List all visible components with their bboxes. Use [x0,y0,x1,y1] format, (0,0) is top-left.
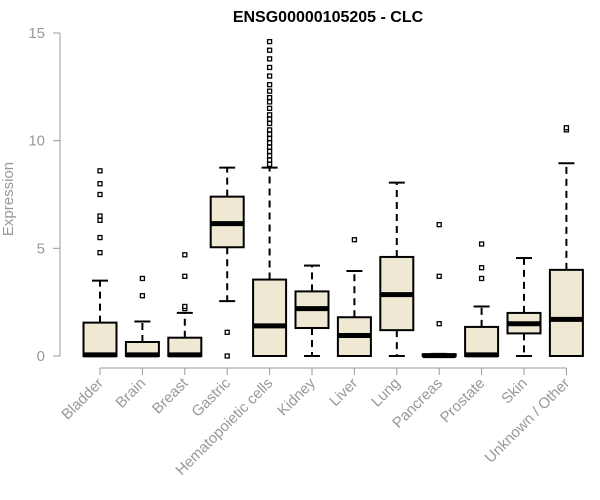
outlier-point [97,249,103,256]
outlier-point [478,275,485,282]
outlier-point [266,131,273,137]
outlier-point [266,144,273,150]
x-tick-label: Brain [112,375,149,412]
outlier-point [139,275,146,282]
outlier-point [266,161,273,168]
outlier-point [266,116,273,122]
outlier-point [351,237,358,243]
box-iqr [252,278,288,358]
x-tick-label: Breast [149,374,192,417]
outlier-point [266,127,273,133]
x-tick-label: Liver [326,375,361,410]
outlier-point [266,56,273,62]
x-tick-label: Skin [498,375,531,408]
box-group [167,252,203,358]
outlier-point [97,191,103,198]
boxes-layer [82,38,584,359]
y-axis-label: Expression [0,162,17,236]
box-group [82,168,118,358]
outlier-point [97,234,103,241]
x-tick-label: Kidney [274,374,319,419]
outlier-point [436,273,442,279]
outlier-point [97,217,103,223]
outlier-point [266,38,273,45]
box-group [209,166,245,359]
outlier-point [266,140,273,146]
outlier-point [266,73,273,79]
x-tick-label: Lung [368,375,404,411]
outlier-point [224,353,230,359]
outlier-point [266,120,273,127]
y-tick-label: 15 [28,25,45,42]
y-tick-label: 5 [37,240,45,257]
box-group [548,125,584,357]
y-axis: 0 5 10 15 [28,25,61,365]
outlier-point [266,94,273,101]
chart-title: ENSG00000105205 - CLC [233,9,424,26]
outlier-point [266,153,273,159]
box-group [379,181,415,357]
box-iqr [464,325,500,357]
outlier-point [224,329,230,335]
outlier-point [97,181,103,187]
outlier-point [266,99,273,105]
x-tick-label: Prostate [437,375,489,427]
outlier-point [266,47,273,53]
box-group [294,264,330,357]
outlier-point [266,64,273,71]
box-group [252,38,288,358]
box-group [421,221,457,359]
outlier-point [182,252,188,258]
box-group [464,241,500,358]
y-tick-label: 10 [28,133,45,150]
outlier-point [266,105,273,112]
outlier-point [436,321,442,327]
box-iqr [548,268,584,357]
outlier-point [266,157,273,163]
box-group [506,257,542,357]
outlier-point [563,125,570,131]
outlier-point [182,303,188,310]
outlier-point [266,88,273,94]
outlier-point [436,221,442,228]
outlier-point [266,148,273,155]
outlier-point [478,265,485,271]
y-tick-label: 0 [37,348,45,365]
outlier-point [478,241,485,247]
box-iqr [82,321,118,357]
outlier-point [266,135,273,142]
box-group [124,275,160,358]
outlier-point [97,213,103,219]
outlier-point [266,112,273,118]
outlier-point [182,273,188,279]
outlier-point [97,168,103,174]
x-tick-label: Bladder [58,375,107,424]
outlier-point [139,293,146,299]
outlier-point [266,82,273,88]
box-group [336,237,372,357]
